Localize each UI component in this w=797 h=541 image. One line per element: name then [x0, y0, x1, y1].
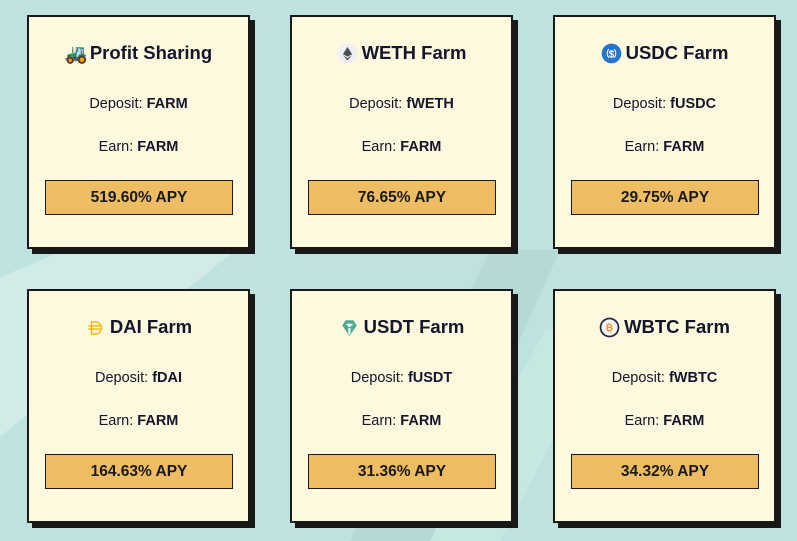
svg-text:B: B [606, 323, 613, 334]
svg-text:$: $ [608, 49, 614, 60]
